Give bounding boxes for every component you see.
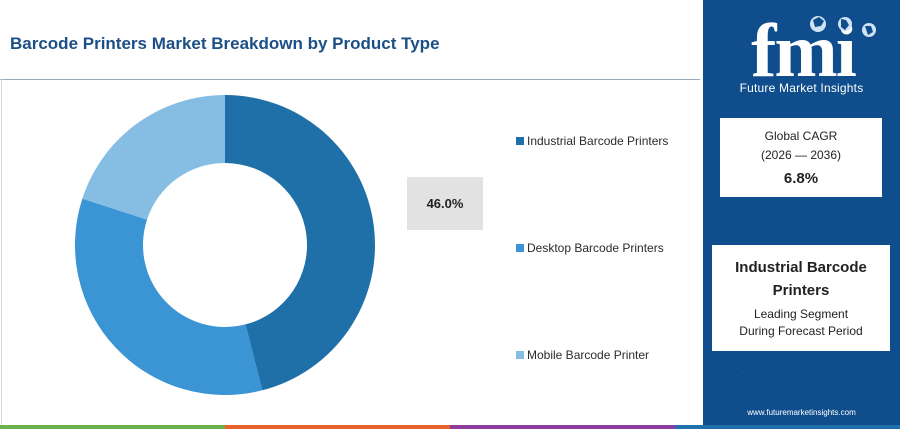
legend-label: Mobile Barcode Printer — [527, 348, 650, 362]
footer-segment-4 — [675, 425, 900, 429]
legend-swatch — [516, 244, 524, 252]
segment-description: Leading Segment During Forecast Period — [712, 306, 890, 340]
footer-segment-2 — [225, 425, 450, 429]
legend-item-1: Industrial Barcode Printers — [516, 134, 668, 148]
fmi-logo: fmi — [751, 10, 876, 93]
footer-segment-1 — [0, 425, 225, 429]
legend-label: Industrial Barcode Printers — [527, 134, 669, 148]
legend-label: Desktop Barcode Printers — [527, 241, 664, 255]
panel-left-border — [1, 79, 2, 425]
legend-item-2: Desktop Barcode Printers — [516, 241, 664, 255]
segment-desc-line1: Leading Segment — [753, 307, 849, 321]
donut-slice-3 — [82, 95, 225, 220]
chart-panel: Barcode Printers Market Breakdown by Pro… — [0, 34, 700, 425]
chart-title: Barcode Printers Market Breakdown by Pro… — [10, 34, 440, 53]
segment-name-text: Industrial Barcode Printers — [735, 259, 867, 299]
cagr-value: 6.8% — [783, 170, 819, 187]
donut-slice-1 — [225, 95, 376, 391]
world-map-pattern — [731, 208, 875, 400]
cagr-label: Global CAGR — [764, 129, 838, 143]
value-callout: 46.0% — [407, 177, 483, 230]
donut-chart — [74, 95, 376, 395]
legend-swatch — [516, 137, 524, 145]
legend-item-3: Mobile Barcode Printer — [516, 348, 649, 362]
insights-sidebar: fmi Future Market Insights Global CAGR (… — [703, 0, 900, 425]
footer-segment-3 — [450, 425, 675, 429]
callout-label: 46.0% — [426, 196, 464, 211]
cagr-period: (2026 — 2036) — [760, 148, 842, 162]
title-divider — [0, 79, 700, 80]
legend-swatch — [516, 351, 524, 359]
logo-subtitle: Future Market Insights — [739, 81, 864, 95]
leading-segment-card: Industrial Barcode Printers Leading Segme… — [712, 245, 890, 351]
donut-slice-2 — [74, 198, 263, 395]
website-url: www.futuremarketinsights.com — [747, 408, 856, 417]
footer-color-bar — [0, 425, 900, 429]
segment-name: Industrial Barcode Printers — [712, 256, 890, 302]
segment-desc-line2: During Forecast Period — [739, 324, 863, 338]
cagr-card: Global CAGR (2026 — 2036) 6.8% — [720, 118, 882, 197]
